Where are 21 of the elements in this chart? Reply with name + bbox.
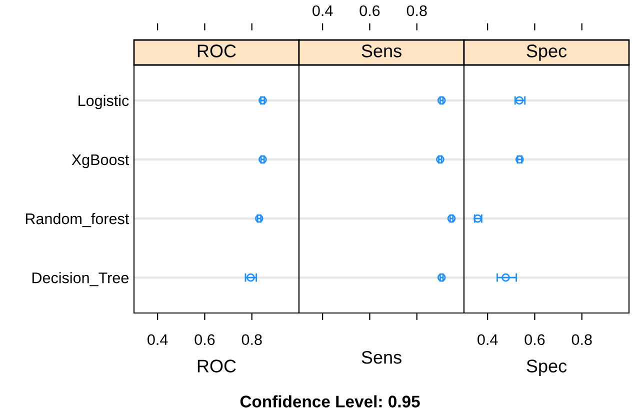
chart-title: Sens bbox=[362, 44, 402, 58]
x-tick-label: 0.4 bbox=[312, 5, 333, 16]
chart-title: ROC bbox=[198, 44, 236, 58]
x-axis-title: Sens bbox=[362, 350, 402, 364]
chart-title: Spec bbox=[526, 44, 567, 61]
x-tick-label: 0.4 bbox=[478, 334, 498, 346]
x-tick-label: 0.8 bbox=[242, 334, 262, 346]
x-tick-label: 0.8 bbox=[572, 334, 592, 346]
y-tick-label: Logistic bbox=[78, 94, 129, 110]
y-tick-label: Decision_Tree bbox=[32, 272, 128, 286]
point bbox=[502, 273, 510, 282]
x-tick-label: 0.6 bbox=[524, 334, 545, 346]
text: Confidence Level: 0.95 bbox=[240, 395, 420, 408]
x-tick-label: 0.8 bbox=[406, 5, 427, 16]
x-tick-label: 0.6 bbox=[360, 5, 380, 16]
x-axis-title: Spec bbox=[526, 360, 567, 376]
y-tick-label: XgBoost bbox=[72, 154, 130, 168]
y-tick-label: Random_forest bbox=[26, 212, 130, 228]
x-axis-title: ROC bbox=[198, 360, 236, 372]
x-tick-label: 0.4 bbox=[148, 334, 168, 346]
x-tick-label: 0.6 bbox=[194, 334, 215, 346]
